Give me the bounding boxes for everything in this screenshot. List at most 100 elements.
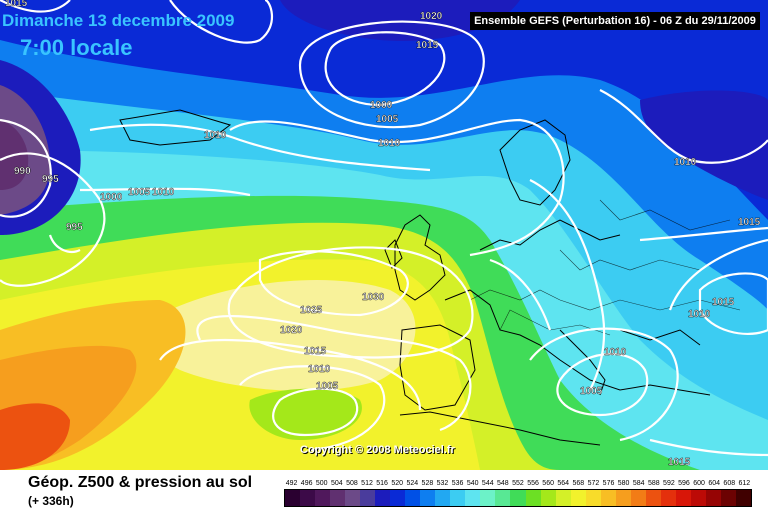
color-legend: 492 496 500 504 508 512 516 520 524 528 532 536 540 5… [284,479,752,507]
isobar-label: 1015 [712,297,735,308]
isobar-label: 990 [14,166,31,177]
legend-value: 612 [738,480,751,487]
legend-value: 532 [436,480,449,487]
legend-swatch [735,490,751,506]
isobar-label: 1005 [316,381,339,392]
isobar-label: 1010 [204,130,227,141]
isobar-label: 1015 [5,0,28,9]
legend-value: 492 [285,480,298,487]
legend-swatch [645,490,661,506]
isobar-label: 1015 [416,40,439,51]
legend-value: 572 [587,480,600,487]
isobar-label: 1000 [100,192,123,203]
legend-swatch [300,490,316,506]
isobars [0,0,768,457]
isobar-label: 1005 [376,114,399,125]
legend-swatch [465,490,481,506]
isobar-label: 1010 [378,138,401,149]
legend-value: 508 [346,480,358,487]
legend-value: 608 [723,480,736,487]
legend-swatch [615,490,631,506]
legend-value: 544 [481,480,494,487]
lead-time: (+ 336h) [28,494,74,508]
legend-value: 512 [361,480,373,487]
legend-swatch [510,490,526,506]
legend-value: 592 [663,480,675,487]
legend-value: 516 [376,480,388,487]
legend-swatch [540,490,556,506]
legend-swatch [720,490,736,506]
legend-value: 568 [572,480,585,487]
z500-trough-east [640,90,768,200]
legend-value: 548 [497,480,509,487]
legend-bar [284,489,752,507]
legend-value: 528 [421,480,434,487]
legend-swatch [315,490,331,506]
forecast-time: 7:00 locale [20,35,133,60]
legend-swatch [660,490,676,506]
isobar-label: 1015 [738,217,761,228]
isobar-label: 1010 [604,347,627,358]
legend-swatch [495,490,511,506]
legend-swatch [450,490,466,506]
isobar-label: 1005 [128,187,151,198]
legend-swatch [705,490,721,506]
legend-swatch [585,490,601,506]
legend-swatch [285,490,301,506]
legend-labels: 492 496 500 504 508 512 516 520 524 528 532 536 540 5… [284,479,752,489]
isobar-label: 1020 [420,11,443,22]
legend-value: 596 [678,480,690,487]
legend-swatch [480,490,496,506]
legend-value: 540 [466,480,479,487]
legend-value: 500 [315,480,328,487]
footer-panel: Géop. Z500 & pression au sol (+ 336h) 49… [0,470,768,512]
legend-swatch [405,490,421,506]
isobar-label: 1010 [688,309,711,320]
legend-swatch [630,490,646,506]
isobar-label: 1015 [304,346,327,357]
weather-map: 1015 1020 1015 1000 1005 1010 1010 990 9… [0,0,768,470]
model-run-label: Ensemble GEFS (Perturbation 16) - 06 Z d… [470,12,760,30]
isobar-label: 995 [66,222,83,233]
legend-swatch [360,490,376,506]
legend-swatch [345,490,361,506]
forecast-date: Dimanche 13 decembre 2009 [2,11,235,30]
legend-value: 564 [557,480,570,487]
legend-value: 504 [330,480,343,487]
legend-value: 560 [542,480,554,487]
legend-value: 588 [647,480,660,487]
legend-value: 496 [300,480,313,487]
legend-swatch [435,490,451,506]
legend-swatch [570,490,586,506]
borders [469,199,741,336]
z500-band-596 [0,403,70,470]
legend-value: 604 [708,480,721,487]
isobar-label: 1010 [152,187,175,198]
isobar-label: 1005 [580,386,603,397]
legend-value: 600 [693,480,705,487]
isobar-label: 1030 [362,292,385,303]
legend-swatch [390,490,406,506]
legend-value: 580 [617,480,630,487]
copyright-text: Copyright © 2008 Meteociel.fr [300,444,455,456]
isobar-labels: 1015 1020 1015 1000 1005 1010 1010 990 9… [5,0,761,468]
legend-value: 556 [527,480,539,487]
legend-swatch [375,490,391,506]
legend-value: 536 [451,480,464,487]
legend-value: 584 [632,480,645,487]
legend-value: 524 [406,480,419,487]
legend-swatch [420,490,436,506]
legend-swatch [600,490,616,506]
isobar-label: 1015 [668,457,691,468]
isobar-label: 1010 [308,364,331,375]
legend-swatch [330,490,346,506]
coastlines [119,109,711,446]
isobar-label: 1025 [300,305,323,316]
legend-value: 552 [512,480,524,487]
z500-band-576 [146,280,416,391]
legend-swatch [675,490,691,506]
isobar-label: 1020 [280,325,303,336]
variable-title: Géop. Z500 & pression au sol [28,474,253,491]
isobar-label: 1010 [674,157,697,168]
legend-swatch [555,490,571,506]
